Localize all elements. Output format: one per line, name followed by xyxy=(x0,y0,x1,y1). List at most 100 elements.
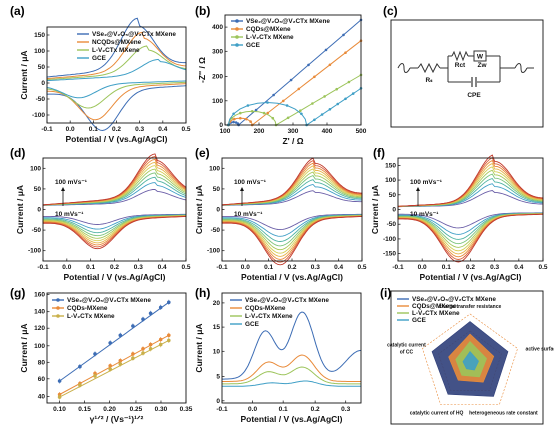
y-tick-label: 100 xyxy=(385,177,396,184)
cpe-label: CPE xyxy=(467,92,481,99)
annotation-top: 100 mVs⁻¹ xyxy=(234,179,266,186)
y-axis-label: Current / μA xyxy=(194,323,204,372)
eis-point xyxy=(285,104,289,107)
fit-line-1 xyxy=(59,334,170,395)
x-tick-label: 0.0 xyxy=(248,406,257,413)
data-point xyxy=(108,367,112,372)
data-point xyxy=(118,362,123,366)
x-tick-label: 0.3 xyxy=(341,406,350,413)
radar-axis-label: catalytic current xyxy=(387,343,426,349)
annotation-arrowhead xyxy=(61,187,65,191)
data-point xyxy=(78,364,82,369)
annotation-top: 100 mVs⁻¹ xyxy=(410,179,442,186)
eis-point xyxy=(250,110,254,113)
x-tick-label: 0.1 xyxy=(264,264,273,271)
dpv-curve-1 xyxy=(222,354,361,382)
source-symbol xyxy=(397,63,411,73)
eis-point xyxy=(262,111,266,115)
y-tick-label: 5 xyxy=(216,374,220,381)
annotation-arrowhead xyxy=(240,187,244,191)
panel-c: (c) Rₛ Rct WZw CPE xyxy=(383,4,544,128)
x-tick-label: 0.3 xyxy=(134,264,143,271)
legend-marker xyxy=(235,35,239,39)
panel-a: (a) -0.1 0.0 0.1 0.2 0.3 0.4 0.5 150 100 50 0 -50 -10… xyxy=(10,4,191,144)
y-axis-label: Current / μA xyxy=(370,185,380,234)
y-axis-label: Current / μA xyxy=(19,323,29,372)
legend-entry: VSe₂@V₂O₅@V₂CTx MXene xyxy=(412,296,496,303)
x-tick-label: 0.1 xyxy=(86,264,95,271)
legend-marker xyxy=(56,298,60,302)
y-tick-label: -100 xyxy=(383,236,396,243)
radar-frame xyxy=(390,290,544,425)
x-axis-label: Z' / Ω xyxy=(282,136,303,146)
legend-entry: L-V₂CTx MXene xyxy=(92,47,140,54)
x-tick-label: -0.1 xyxy=(216,264,228,271)
cv-scan-f-10 xyxy=(397,190,544,229)
x-tick-label: 0.3 xyxy=(135,126,144,133)
panel-e: (e) -0.1 0.0 0.1 0.2 0.3 0.4 0.5 100 50 0 -50 -100 Po… xyxy=(194,146,367,282)
cv-scan-f-90 xyxy=(397,157,544,260)
panel-label-e: (e) xyxy=(195,146,210,160)
x-tick-label: 0.4 xyxy=(334,264,343,271)
x-tick-label: 0.4 xyxy=(158,264,167,271)
x-tick-label: 0.30 xyxy=(155,406,168,413)
x-tick-label: 0.5 xyxy=(357,264,366,271)
y-tick-label: 100 xyxy=(209,165,220,172)
rs-label: Rₛ xyxy=(425,77,433,84)
y-tick-label: -150 xyxy=(383,251,396,258)
cv-scan-f-100 xyxy=(397,154,544,263)
x-tick-label: 0.4 xyxy=(158,126,167,133)
radar-axis-label: heterogeneous rate constant xyxy=(469,410,538,416)
legend-marker xyxy=(235,19,239,23)
x-tick-label: 0.3 xyxy=(311,264,320,271)
annotation-bottom: 10 mVs⁻¹ xyxy=(234,211,262,218)
y-tick-label: 140 xyxy=(34,309,45,316)
data-point xyxy=(118,358,123,363)
eis-point xyxy=(239,111,242,115)
data-point xyxy=(57,395,62,399)
y-tick-label: 150 xyxy=(385,162,396,169)
legend-entry: L-V₂CTx MXene xyxy=(412,310,460,317)
eis-point xyxy=(344,51,347,54)
eis-point xyxy=(307,63,310,67)
y-tick-label: 160 xyxy=(34,292,45,299)
annotation-bottom: 10 mVs⁻¹ xyxy=(410,211,438,218)
x-tick-label: 0.2 xyxy=(466,264,475,271)
eis-point xyxy=(282,99,285,103)
x-tick-label: 0.5 xyxy=(181,126,190,133)
eis-point xyxy=(246,104,250,107)
data-point xyxy=(148,342,153,347)
eis-point xyxy=(335,87,339,91)
eis-point xyxy=(286,116,290,120)
x-tick-label: 0.5 xyxy=(538,264,547,271)
x-tick-label: 400 xyxy=(322,128,333,135)
data-point xyxy=(167,300,171,305)
eis-point xyxy=(271,116,275,120)
legend-entry: GCE xyxy=(246,42,261,49)
x-axis-label: γ¹ᐟ² / (Vs⁻¹)¹ᐟ² xyxy=(90,414,144,424)
x-tick-label: 0.3 xyxy=(490,264,499,271)
y-tick-label: 200 xyxy=(212,74,223,81)
eis-point xyxy=(311,102,314,105)
x-tick-label: 0.4 xyxy=(514,264,523,271)
legend-entry: L-V₂CTx MXene xyxy=(245,313,293,320)
eis-point xyxy=(313,75,316,79)
radar-area-3 xyxy=(462,351,479,371)
data-point xyxy=(93,374,97,378)
y-tick-label: 400 xyxy=(212,24,223,31)
dpv-curve-0 xyxy=(222,311,362,380)
panel-h: (h) -0.1 0.0 0.1 0.2 0.3 20 15 10 5 0 Potential / V… xyxy=(194,286,362,424)
data-point xyxy=(148,311,153,316)
circuit-frame xyxy=(390,19,544,128)
panel-label-c: (c) xyxy=(383,4,398,18)
eis-point xyxy=(328,108,332,111)
y-tick-label: 50 xyxy=(34,186,42,193)
warburg-label: W xyxy=(477,54,484,61)
data-point xyxy=(158,305,163,310)
x-tick-label: 0.25 xyxy=(130,406,143,413)
eis-point xyxy=(233,117,236,121)
legend-entry: GCE xyxy=(412,317,427,324)
eis-line-1 xyxy=(227,40,362,126)
y-tick-label: 40 xyxy=(38,393,46,400)
